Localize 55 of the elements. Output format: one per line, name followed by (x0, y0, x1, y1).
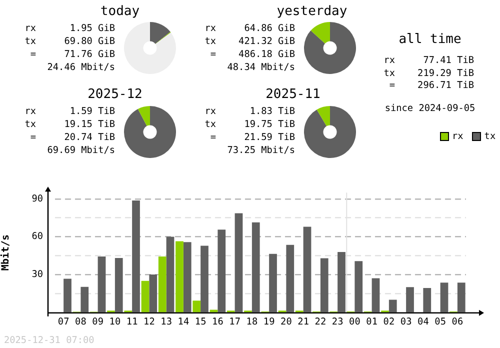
x-tick-label: 21 (298, 316, 310, 328)
x-tick-label: 14 (178, 316, 190, 328)
text: = 21.59 TiB (210, 132, 295, 143)
text: rx 1.59 TiB (24, 106, 115, 117)
x-tick-label: 02 (383, 316, 395, 328)
x-tick-label: 07 (58, 316, 70, 328)
y-tick-label: 60 (32, 231, 44, 242)
x-tick-label: 19 (263, 316, 276, 328)
x-tick-label: 03 (400, 316, 412, 328)
x-tick-label: 23 (332, 316, 344, 328)
text: tx 19.15 TiB (24, 119, 115, 130)
legend-label: rx (452, 131, 464, 142)
chart-title: yesterday (276, 4, 348, 19)
text: 48.34 Mbit/s (227, 62, 295, 73)
y-axis-title: Mbit/s (0, 234, 12, 271)
legend-label: tx (484, 131, 496, 142)
text: since 2024-09-05 (384, 102, 476, 115)
y-tick-label: 90 (32, 193, 44, 204)
x-tick-label: 01 (366, 316, 378, 328)
x-tick-label: 16 (212, 316, 224, 328)
x-tick-label: 22 (314, 316, 326, 328)
x-tick-label: 13 (160, 316, 172, 328)
x-tick-label: 12 (144, 316, 155, 328)
text: 73.25 Mbit/s (227, 145, 295, 156)
text: 69.69 Mbit/s (47, 145, 115, 156)
text: = 486.18 GiB (210, 49, 295, 60)
text: tx 219.29 TiB (384, 68, 474, 78)
x-tick-label: 06 (452, 316, 464, 328)
text: rx 64.86 GiB (204, 23, 295, 34)
chart-title: today (100, 4, 140, 19)
x-tick-label: 09 (92, 316, 104, 328)
x-tick-label: 04 (418, 316, 430, 328)
x-tick-label: 20 (280, 316, 292, 328)
x-tick-label: 11 (126, 316, 138, 328)
text: all time (398, 32, 462, 47)
y-tick-label: 30 (32, 269, 44, 280)
x-tick-label: 18 (246, 316, 258, 328)
text: rx 77.41 TiB (384, 55, 474, 66)
text: tx 19.75 TiB (204, 119, 295, 130)
text: rx 1.83 TiB (204, 106, 295, 117)
text: = 296.71 TiB (389, 80, 474, 91)
x-tick-label: 10 (109, 316, 121, 328)
text: tx 421.32 GiB (204, 36, 295, 47)
text: 24.46 Mbit/s (47, 62, 115, 73)
x-tick-label: 15 (194, 316, 206, 328)
x-tick-label: 08 (75, 316, 87, 328)
x-tick-label: 17 (229, 316, 240, 328)
text: tx 69.80 GiB (24, 36, 115, 47)
chart-title: 2025-11 (266, 87, 320, 102)
text: = 71.76 GiB (30, 49, 115, 60)
x-tick-label: 00 (349, 316, 361, 328)
x-tick-label: 05 (434, 316, 446, 328)
text: rx 1.95 GiB (24, 23, 115, 34)
text: = 20.74 TiB (30, 132, 115, 143)
chart-title: 2025-12 (88, 87, 142, 102)
